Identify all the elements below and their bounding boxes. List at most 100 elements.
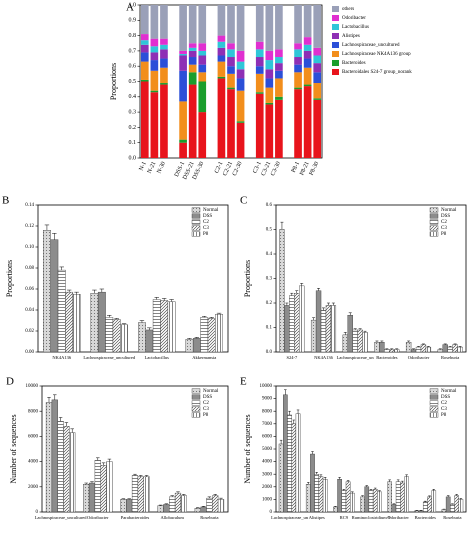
y-tick-label: 10000 — [26, 384, 39, 389]
bar-segment — [140, 79, 149, 82]
x-tick-label: P8-21 — [299, 161, 310, 177]
panel-label: A — [126, 2, 134, 14]
legend-swatch — [191, 231, 201, 237]
error-bar — [407, 340, 411, 343]
panel-label: D — [6, 376, 14, 388]
bar-segment — [140, 61, 149, 80]
error-bar — [446, 495, 450, 497]
bar — [289, 295, 295, 353]
bar — [454, 495, 459, 513]
bar — [200, 317, 209, 353]
bar — [284, 305, 290, 353]
y-tick-label: 0.00 — [25, 350, 34, 355]
bar-segment — [198, 50, 207, 56]
bar-segment — [227, 43, 235, 50]
error-bar — [361, 495, 364, 497]
bar-segment — [150, 90, 159, 93]
bar-segment — [150, 38, 159, 47]
bar-segment — [217, 41, 226, 48]
bar — [414, 510, 420, 513]
bar-segment — [303, 84, 312, 87]
error-bar — [139, 320, 145, 323]
error-bar — [428, 495, 431, 497]
y-tick-label: 0.7 — [129, 48, 137, 54]
legend-label: Odoribacter — [342, 16, 366, 21]
bar — [377, 491, 382, 513]
legend-swatch — [332, 42, 339, 48]
error-bar — [385, 348, 389, 350]
error-bar — [353, 328, 357, 330]
y-tick-label: 4000 — [262, 460, 273, 465]
bar — [143, 476, 150, 513]
error-bar — [351, 491, 354, 494]
bar — [131, 475, 139, 513]
bar-segment — [198, 72, 207, 82]
bar — [418, 510, 424, 513]
bar-segment — [140, 44, 149, 53]
error-bar — [133, 473, 137, 476]
x-tick-label: Roseburia — [200, 515, 218, 520]
bar — [185, 339, 194, 353]
bar — [322, 479, 328, 513]
bar — [457, 346, 463, 353]
bar-segment — [227, 73, 235, 88]
x-tick-label: N-30 — [156, 161, 167, 175]
bar-segment — [217, 35, 226, 42]
error-bar — [280, 221, 284, 230]
error-bar — [216, 312, 222, 315]
error-bar — [417, 346, 420, 348]
bar — [427, 496, 432, 513]
error-bar — [338, 477, 341, 480]
bar-segment — [188, 47, 197, 51]
error-bar — [342, 489, 346, 491]
bar-segment — [217, 5, 226, 36]
bar-segment — [140, 5, 149, 35]
bar — [447, 346, 453, 353]
error-bar — [154, 297, 159, 300]
bar — [174, 492, 182, 513]
x-tick-label: C3-1 — [252, 161, 263, 174]
error-bar — [74, 291, 79, 295]
bar-segment — [265, 78, 274, 88]
error-bar — [47, 397, 51, 403]
error-bar — [201, 506, 206, 507]
bar-segment — [236, 69, 245, 79]
panel-label: C — [240, 195, 247, 207]
bar — [137, 476, 144, 513]
error-bar — [405, 474, 408, 477]
y-tick-label: 0.5 — [129, 79, 137, 85]
bar-segment — [255, 66, 264, 74]
legend-label: Normal — [441, 208, 457, 213]
error-bar — [331, 302, 335, 306]
bar — [192, 338, 201, 353]
error-bar — [458, 346, 462, 348]
bar — [112, 319, 121, 353]
bar-segment — [313, 83, 322, 99]
error-bar — [52, 233, 57, 240]
bar-segment — [303, 44, 312, 51]
legend-label: Normal — [203, 389, 219, 394]
bar — [157, 505, 164, 513]
x-tick-label: C3-21 — [261, 161, 273, 177]
bar — [345, 481, 351, 513]
error-bar — [66, 289, 72, 293]
legend-swatch — [332, 69, 339, 75]
bar-segment — [188, 72, 197, 85]
x-tick-label: NK4A136 — [52, 355, 71, 360]
error-bar — [207, 496, 212, 499]
bar-segment — [179, 55, 187, 71]
legend-label: DSS — [441, 395, 450, 400]
bar — [372, 489, 378, 513]
y-tick-label: 0 — [36, 510, 39, 515]
error-bar — [296, 409, 300, 414]
x-tick-label: NK4A136 — [314, 355, 333, 360]
bar-segment — [217, 55, 226, 62]
bar — [152, 299, 161, 353]
y-tick-label: 0.4 — [129, 94, 137, 100]
error-bar — [343, 332, 347, 335]
error-bar — [369, 489, 373, 491]
bar — [163, 504, 170, 513]
bar — [299, 285, 305, 353]
y-tick-label: 0.10 — [25, 245, 34, 250]
error-bar — [107, 315, 112, 318]
